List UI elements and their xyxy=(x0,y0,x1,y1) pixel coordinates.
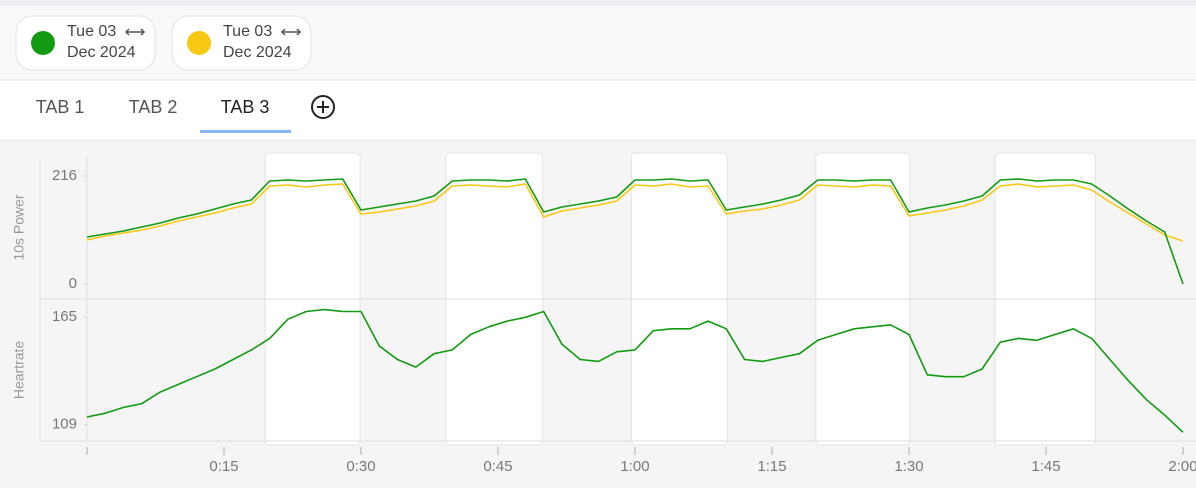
tab[interactable]: TAB 3 xyxy=(221,97,270,117)
chip-month: Dec 2024 xyxy=(67,44,136,61)
y-axis-title: Heartrate xyxy=(11,341,27,400)
chip-dot xyxy=(31,31,55,55)
chip-month: Dec 2024 xyxy=(223,44,292,61)
x-tick-label: 0:15 xyxy=(209,458,238,475)
x-tick-label: 0:45 xyxy=(483,458,512,475)
add-tab-button[interactable] xyxy=(311,95,335,119)
chip-day: Tue 03 xyxy=(223,23,272,40)
tab[interactable]: TAB 2 xyxy=(129,97,178,117)
arrow-icon xyxy=(280,28,302,36)
x-tick-label: 1:15 xyxy=(757,458,786,475)
tab[interactable]: TAB 1 xyxy=(36,97,85,117)
chip-box xyxy=(171,15,312,71)
x-tick-label: 0:30 xyxy=(346,458,375,475)
chip-dot xyxy=(187,31,211,55)
tab-bar xyxy=(0,80,1196,140)
y-axis-title: 10s Power xyxy=(11,194,27,260)
series-line xyxy=(86,183,1184,242)
legend-chip[interactable]: Tue 03 Dec 2024 xyxy=(15,15,156,71)
x-tick-label: 1:45 xyxy=(1031,458,1060,475)
y-tick-label: 165 xyxy=(52,308,77,325)
tabs: TAB 1 TAB 2 TAB 3 xyxy=(36,97,291,133)
top-strip xyxy=(0,0,1196,6)
y-tick-label: 0 xyxy=(69,275,77,292)
x-tick-label: 1:30 xyxy=(894,458,923,475)
x-tick-label: 1:00 xyxy=(620,458,649,475)
series-line xyxy=(86,308,1184,433)
arrow-icon xyxy=(124,28,146,36)
chip-box xyxy=(15,15,156,71)
chip-day: Tue 03 xyxy=(67,23,116,40)
y-tick-label: 109 xyxy=(52,416,77,433)
tab-underline xyxy=(200,130,291,133)
series-line xyxy=(86,178,1184,285)
chips: Tue 03 Dec 2024 Tue 03 Dec 2024 xyxy=(15,15,312,71)
plots: 0 216 10s Power 109 165 Heartrate 0:15 0:30 0:45… xyxy=(11,152,1196,475)
y-tick-label: 216 xyxy=(52,167,77,184)
x-tick-label: 2:00 xyxy=(1168,458,1196,475)
legend-chip[interactable]: Tue 03 Dec 2024 xyxy=(171,15,312,71)
